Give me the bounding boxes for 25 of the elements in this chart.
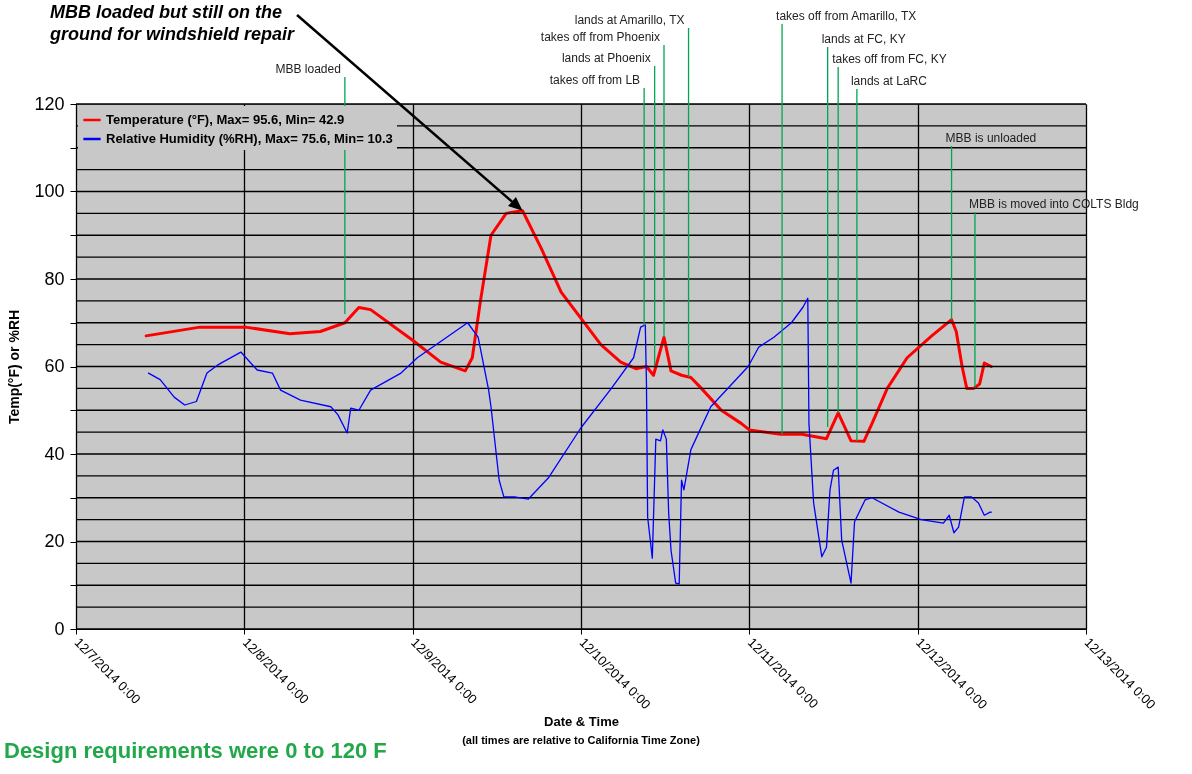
legend-label: Relative Humidity (%RH), Max= 75.6, Min= 10.3 (106, 131, 393, 146)
text: MBB loaded but still on the ground for windshield repair (49, 2, 296, 44)
annotation: takes off from FC, KY (832, 52, 947, 66)
y-tick-label: 120 (34, 93, 65, 114)
annotation: takes off from Amarillo, TX (776, 9, 917, 23)
y-tick-label: 40 (44, 443, 65, 464)
y-axis-title: Temp(°F) or %RH (6, 309, 23, 425)
annotation: lands at Phoenix (561, 51, 651, 65)
legend-label: Temperature (°F), Max= 95.6, Min= 42.9 (106, 112, 345, 127)
annotation: MBB is unloaded (945, 131, 1037, 145)
annotation: takes off from LB (549, 73, 641, 87)
annotation: takes off from Phoenix (540, 30, 660, 44)
annotation: lands at Amarillo, TX (574, 13, 685, 27)
annotation: lands at LaRC (850, 74, 928, 88)
y-tick-label: 60 (44, 356, 65, 376)
line-series (147, 297, 992, 585)
y-tick-label: 80 (44, 268, 65, 289)
y-tick-label: 20 (44, 531, 65, 551)
y-tick-label: 100 (34, 181, 65, 201)
text: Design requirements were 0 to 120 F (4, 738, 387, 763)
annotation: MBB loaded (275, 62, 341, 76)
x-axis-title: Date & Time (544, 713, 619, 729)
annotation: lands at FC, KY (821, 32, 906, 46)
text: (all times are relative to California Time Zone) (462, 734, 701, 746)
y-tick-label: 0 (54, 618, 65, 639)
